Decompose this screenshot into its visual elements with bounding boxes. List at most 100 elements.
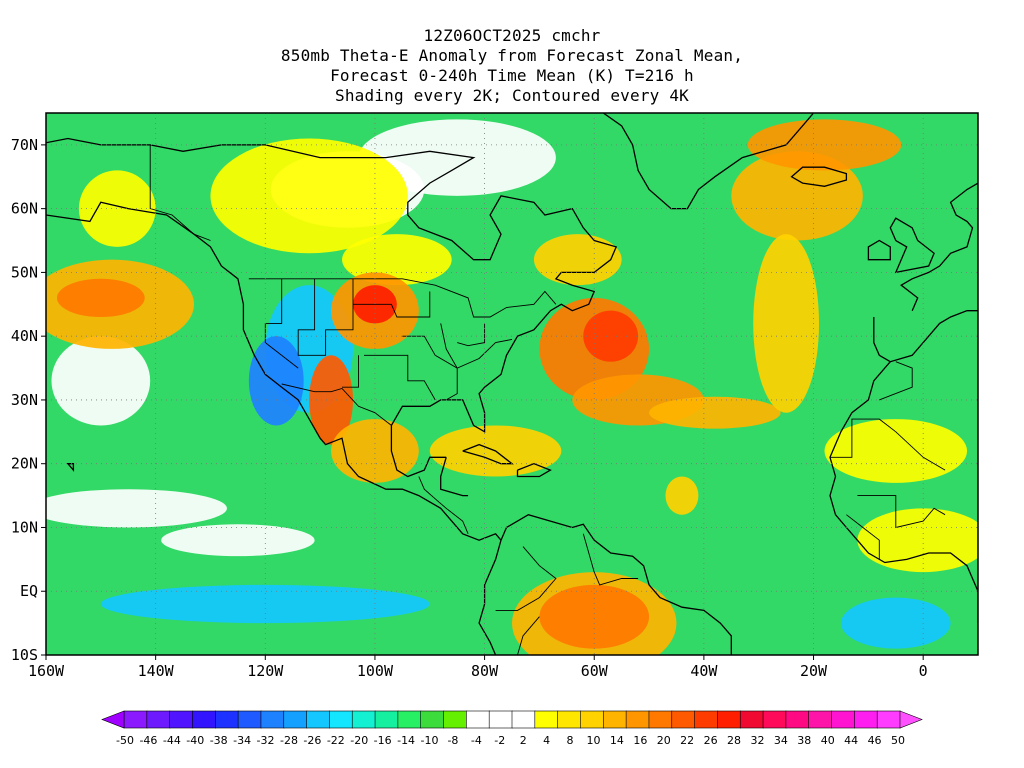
y-tick-label: 30N [11, 391, 38, 409]
colorbar-swatch [762, 710, 787, 729]
shading-blob [731, 151, 863, 241]
shading-blob [161, 524, 315, 557]
colorbar-label: 38 [797, 734, 811, 747]
colorbar-swatch [283, 710, 308, 729]
colorbar-swatch [625, 710, 650, 729]
colorbar-label: 44 [844, 734, 858, 747]
shading-blob [539, 584, 650, 649]
colorbar-low-arrow [101, 710, 125, 729]
colorbar-label: 32 [750, 734, 764, 747]
colorbar-swatch [146, 710, 171, 729]
x-tick-label: 80W [471, 662, 499, 680]
colorbar-label: 26 [704, 734, 718, 747]
colorbar-swatch [808, 710, 833, 729]
grid-lines [46, 113, 978, 655]
colorbar-swatch [123, 710, 148, 729]
x-tick-label: 140W [138, 662, 175, 680]
colorbar-label: -14 [397, 734, 415, 747]
colorbar-swatch [420, 710, 445, 729]
colorbar-label: -20 [350, 734, 368, 747]
colorbar-label: 4 [543, 734, 550, 747]
coast-africa [829, 361, 978, 624]
shading-blob [747, 119, 902, 171]
coast-iceland [790, 166, 848, 187]
coast-gulf-mexico [46, 137, 618, 478]
colorbar-swatch [602, 710, 627, 729]
y-tick-label: 10N [11, 518, 38, 536]
border-us-canada [248, 278, 557, 318]
border-south-america-1 [495, 546, 557, 611]
colorbar-label: 22 [680, 734, 694, 747]
x-tick-label: 120W [247, 662, 284, 680]
colorbar-label: 40 [821, 734, 835, 747]
colorbar-swatch [443, 710, 468, 729]
x-tick-label: 100W [357, 662, 394, 680]
colorbar-high-arrow [899, 710, 923, 729]
colorbar-swatch [511, 710, 536, 729]
colorbar-label: -2 [494, 734, 505, 747]
colorbar-label: 14 [610, 734, 624, 747]
colorbar-swatch [557, 710, 582, 729]
colorbar-swatch [534, 710, 559, 729]
shading-blob [665, 476, 699, 515]
colorbar-swatch [648, 710, 673, 729]
border-states-5 [342, 355, 359, 388]
y-tick-label: EQ [20, 582, 38, 600]
colorbar-label: -40 [186, 734, 204, 747]
border-central-america [418, 476, 469, 534]
border-south-america-2 [582, 533, 639, 586]
y-tick-label: 70N [11, 136, 38, 154]
border-states-1 [297, 278, 354, 356]
colorbar: -50 -46 -44 -40 -38 -34 -32 -28 -26 -22 -20 -16 -14-… [101, 710, 923, 747]
border-alaska-canada [149, 144, 211, 241]
colorbar-label: -46 [139, 734, 157, 747]
coast-north-america [46, 201, 502, 541]
plot-frame [45, 112, 979, 656]
colorbar-swatch [717, 710, 741, 729]
coast-europe-north [900, 182, 978, 311]
x-tick-label: 20W [800, 662, 828, 680]
colorbar-swatch [329, 710, 353, 729]
border-us-mexico [281, 383, 392, 426]
x-axis: 160W 140W 120W 100W 80W 60W 40W 20W 0 [28, 655, 928, 680]
shading-blob [331, 419, 419, 483]
colorbar-label: -4 [471, 734, 482, 747]
colorbar-swatch [671, 710, 696, 729]
colorbar-swatch [214, 710, 239, 729]
shading-blob [56, 278, 145, 318]
y-axis: 10S EQ 10N 20N 30N 40N 50N 60N 70N [11, 136, 46, 664]
x-tick-label: 40W [690, 662, 718, 680]
colorbar-swatch [351, 710, 376, 729]
shading-blob [51, 336, 151, 426]
colorbar-swatch [488, 710, 513, 729]
border-states-4 [364, 354, 436, 401]
shading-blob [533, 234, 622, 286]
colorbar-swatch [466, 710, 490, 729]
coast-hispaniola [516, 463, 552, 478]
x-tick-label: 60W [581, 662, 609, 680]
coast-south-america [500, 513, 732, 655]
y-tick-label: 50N [11, 263, 38, 281]
border-africa-2 [857, 495, 946, 529]
border-states-3 [353, 291, 431, 318]
coast-europe [873, 310, 978, 363]
y-tick-label: 60N [11, 200, 38, 218]
political-borders [149, 144, 946, 655]
shading-blob [649, 396, 781, 429]
coastlines [46, 113, 978, 655]
colorbar-label: 16 [633, 734, 647, 747]
colorbar-swatch [580, 710, 604, 729]
shading-blob [342, 234, 452, 286]
title-line-1: 12Z06OCT2025 cmchr [423, 26, 601, 45]
shading-blob [210, 138, 408, 254]
colorbar-swatch [169, 710, 194, 729]
title-line-2: 850mb Theta-E Anomaly from Forecast Zona… [280, 46, 744, 65]
colorbar-label: 8 [567, 734, 574, 747]
colorbar-label: -8 [447, 734, 458, 747]
colorbar-swatch [854, 710, 878, 729]
x-tick-label: 160W [28, 662, 65, 680]
colorbar-label: -16 [374, 734, 392, 747]
plot-area [45, 112, 979, 656]
coast-hawaii [66, 463, 75, 472]
